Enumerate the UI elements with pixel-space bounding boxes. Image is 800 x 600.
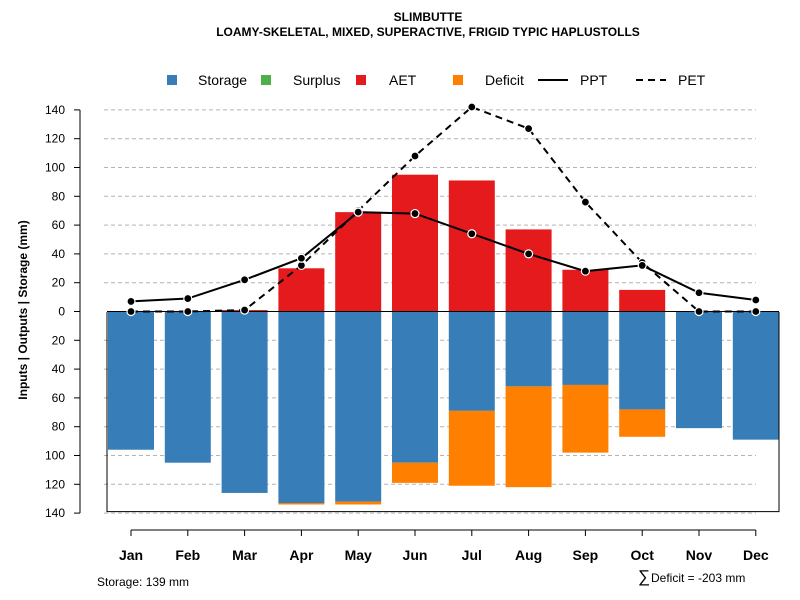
storage-capacity-box [106, 312, 780, 513]
ppt-point-sep [580, 266, 591, 276]
ppt-line [130, 211, 756, 303]
y-tick-label: 60 [52, 391, 66, 405]
x-tick-label-mar: Mar [232, 547, 257, 563]
ppt-point-mar [240, 275, 250, 285]
ppt-point-nov [694, 288, 704, 298]
ppt-point-may [353, 207, 363, 217]
y-tick-label: 120 [45, 477, 65, 491]
x-axis: Jan Feb Mar Apr May Jun Jul Aug Sep Oct Nov Dec [119, 529, 769, 563]
legend: Storage Surplus AET Deficit PPT PET [167, 72, 706, 88]
ppt-point-oct [637, 260, 647, 271]
storage-bar-oct [619, 311, 666, 410]
y-tick-label: 60 [52, 218, 66, 232]
legend-aet-swatch [356, 75, 366, 85]
pet-point-jul [467, 102, 477, 112]
chart-subtitle: LOAMY-SKELETAL, MIXED, SUPERACTIVE, FRIG… [216, 25, 640, 39]
storage-bar-dec [732, 311, 779, 440]
deficit-note: Deficit = -203 mm [651, 571, 745, 585]
x-tick-label-nov: Nov [686, 547, 713, 563]
x-tick-label-oct: Oct [631, 547, 655, 563]
deficit-bar-jul [448, 410, 495, 486]
ppt-point-jun [410, 208, 420, 219]
y-tick-label: 100 [45, 449, 65, 463]
legend-pet-label: PET [678, 72, 706, 88]
storage-bar-sep [562, 311, 609, 385]
x-tick-label-jan: Jan [119, 547, 143, 563]
x-tick-label-sep: Sep [573, 547, 599, 563]
legend-surplus-swatch [261, 75, 271, 85]
aet-bar-jun [392, 174, 438, 312]
y-tick-label: 20 [52, 333, 66, 347]
ppt-point-apr [296, 253, 306, 263]
y-axis-label: Inputs | Outputs | Storage (mm) [16, 220, 30, 399]
y-tick-label: 40 [52, 247, 66, 261]
ppt-point-jul [467, 229, 477, 239]
x-tick-label-jun: Jun [403, 547, 428, 563]
x-tick-label-may: May [345, 547, 372, 563]
ppt-point-aug [523, 249, 534, 259]
legend-surplus-label: Surplus [293, 72, 340, 88]
y-tick-label: 40 [52, 362, 66, 376]
x-tick-label-apr: Apr [289, 547, 314, 563]
pet-line [131, 105, 756, 313]
legend-ppt-label: PPT [580, 72, 608, 88]
storage-bar-may [335, 311, 382, 502]
aet-bar-apr [278, 268, 325, 312]
storage-bar-jul [448, 311, 495, 411]
y-tick-label: 0 [58, 305, 65, 319]
ppt-point-feb [183, 293, 193, 304]
chart-title: SLIMBUTTE [394, 10, 463, 24]
ppt-point-dec [751, 295, 761, 305]
x-tick-label-feb: Feb [175, 547, 200, 563]
aet-bar-may [335, 212, 382, 312]
y-tick-label: 140 [45, 103, 65, 117]
deficit-bar-sep [562, 384, 609, 453]
pet-point-jun [410, 151, 420, 161]
legend-storage-swatch [167, 75, 177, 85]
pet-point-nov [694, 306, 704, 317]
deficit-bar-may [335, 501, 382, 505]
y-tick-label: 100 [45, 161, 65, 175]
pet-point-aug [523, 124, 534, 134]
x-tick-label-dec: Dec [743, 547, 769, 563]
pet-point-jan [126, 306, 136, 317]
pet-point-feb [183, 306, 193, 317]
deficit-bar-oct [619, 409, 666, 437]
deficit-bar-jun [392, 462, 438, 483]
storage-bar-mar [221, 311, 268, 493]
legend-aet-label: AET [389, 72, 417, 88]
storage-bar-jan [108, 311, 154, 450]
x-tick-label-aug: Aug [515, 547, 542, 563]
aet-bar-jul [448, 180, 495, 312]
x-tick-label-jul: Jul [462, 547, 482, 563]
y-axis: 140 120 100 80 60 40 20 0 20 40 60 80 100 120 140 [45, 103, 81, 520]
storage-bar-feb [164, 311, 211, 463]
y-tick-label: 120 [45, 132, 65, 146]
bars [108, 174, 779, 505]
y-tick-label: 20 [52, 276, 66, 290]
storage-bar-jun [392, 311, 438, 463]
deficit-bar-aug [505, 386, 552, 488]
storage-bar-nov [676, 311, 722, 429]
pet-point-dec [751, 306, 761, 317]
y-tick-label: 140 [45, 506, 65, 520]
y-tick-label: 80 [52, 189, 66, 203]
aet-bar-oct [619, 289, 666, 312]
storage-note: Storage: 139 mm [97, 575, 189, 589]
storage-bar-aug [505, 311, 552, 387]
y-tick-label: 80 [52, 420, 66, 434]
aet-bar-sep [562, 269, 609, 312]
ppt-point-jan [126, 296, 136, 307]
pet-point-mar [240, 305, 250, 315]
pet-point-sep [580, 197, 591, 207]
sum-symbol: ∑ [638, 567, 650, 586]
legend-storage-label: Storage [198, 72, 247, 88]
series-lines [126, 102, 761, 317]
aet-bar-aug [505, 229, 552, 312]
storage-bar-apr [278, 311, 325, 504]
legend-deficit-label: Deficit [485, 72, 524, 88]
deficit-bar-apr [278, 503, 325, 505]
legend-deficit-swatch [453, 75, 463, 85]
